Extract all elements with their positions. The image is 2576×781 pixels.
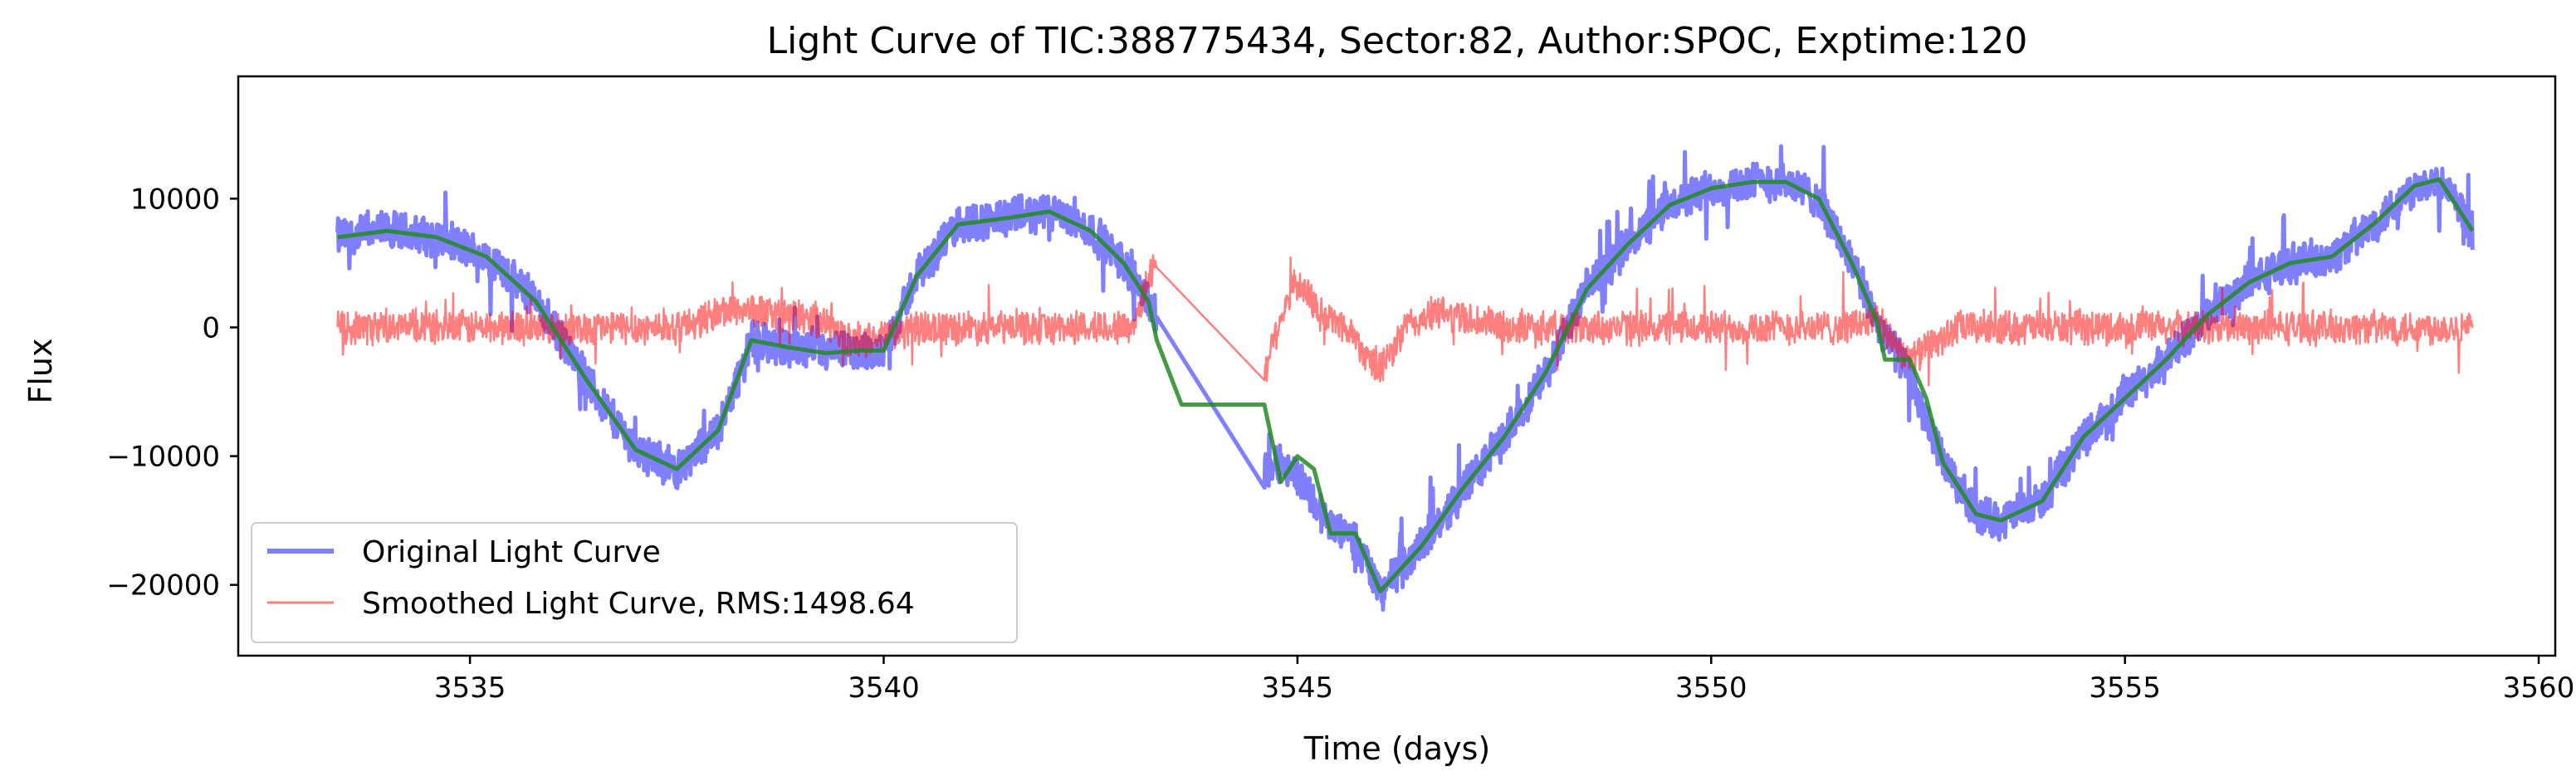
x-tick-label: 3555: [2089, 671, 2161, 705]
y-axis-label: Flux: [22, 339, 59, 404]
x-tick-label: 3535: [434, 671, 506, 705]
legend: Original Light Curve Smoothed Light Curve…: [251, 522, 1018, 643]
x-tick-label: 3540: [848, 671, 920, 705]
x-tick-label: 3545: [1262, 671, 1334, 705]
series-line-1: [335, 144, 2475, 613]
series-line-3: [337, 177, 2475, 593]
chart-title: Light Curve of TIC:388775434, Sector:82,…: [767, 20, 2028, 62]
y-axis: −20000 −10000 0 10000: [106, 183, 238, 603]
x-axis: 3535 3540 3545 3550 3555 3560: [434, 656, 2574, 705]
legend-label: Smoothed Light Curve, RMS:1498.64: [362, 587, 915, 621]
series-line-2: [336, 254, 2474, 387]
y-tick-label: −20000: [106, 569, 220, 603]
y-tick-label: 0: [202, 311, 220, 344]
y-tick-label: 10000: [130, 183, 220, 216]
legend-box: [251, 522, 1018, 643]
y-tick-label: −10000: [106, 441, 220, 474]
x-tick-label: 3550: [1675, 671, 1747, 705]
x-tick-label: 3560: [2503, 671, 2575, 705]
legend-label: Original Light Curve: [362, 535, 661, 569]
x-axis-label: Time (days): [1303, 730, 1490, 767]
series-layer: [335, 144, 2475, 613]
plot-frame: [237, 75, 2557, 657]
